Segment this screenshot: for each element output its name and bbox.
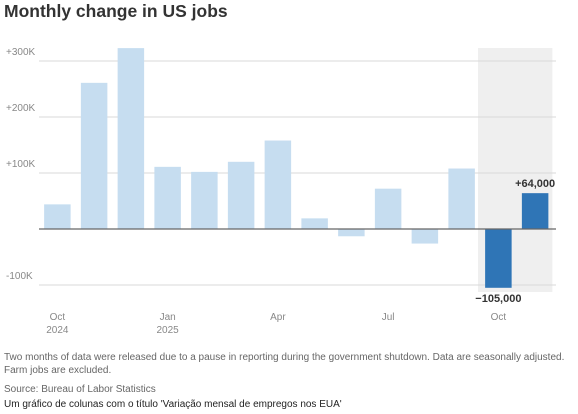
- x-tick-year-label: 2024: [46, 325, 69, 336]
- x-tick-label: Oct: [50, 312, 66, 323]
- bar-mar-2025: [227, 161, 255, 229]
- x-tick-year-label: 2025: [157, 325, 180, 336]
- y-tick-label: -100K: [6, 271, 33, 282]
- chart-source: Source: Bureau of Labor Statistics: [4, 384, 156, 395]
- bar-nov-2025: [521, 193, 549, 229]
- bar-may-2025: [301, 218, 328, 229]
- chart-title: Monthly change in US jobs: [4, 1, 228, 21]
- x-tick-label: Oct: [491, 312, 507, 323]
- bar-apr-2025: [264, 140, 292, 229]
- bar-jan-2025: [154, 166, 181, 229]
- x-tick-label: Jan: [160, 312, 176, 323]
- bar-dec-2024: [117, 48, 145, 230]
- bar-sep-2025: [448, 168, 475, 229]
- bar-oct-2025: [485, 229, 512, 288]
- y-tick-label: +300K: [6, 47, 36, 58]
- bar-chart: +300K +200K +100K -100K −105,000 +64,000 Oct 20…: [6, 47, 556, 336]
- data-label: +64,000: [515, 178, 555, 190]
- x-tick-label: Jul: [382, 312, 395, 323]
- bar-aug-2025: [411, 229, 439, 244]
- bar-nov-2024: [80, 82, 108, 229]
- chart-footnote: Two months of data were released due to …: [4, 352, 565, 376]
- y-tick-label: +100K: [6, 159, 36, 170]
- bar-jul-2025: [374, 188, 402, 229]
- x-tick-label: Apr: [270, 312, 286, 323]
- chart-alt-caption: Um gráfico de colunas com o título 'Vari…: [4, 399, 342, 410]
- bar-jun-2025: [338, 229, 365, 237]
- y-tick-label: +200K: [6, 103, 36, 114]
- data-label: −105,000: [475, 293, 521, 305]
- bar-feb-2025: [191, 171, 218, 229]
- bar-oct-2024: [44, 204, 71, 229]
